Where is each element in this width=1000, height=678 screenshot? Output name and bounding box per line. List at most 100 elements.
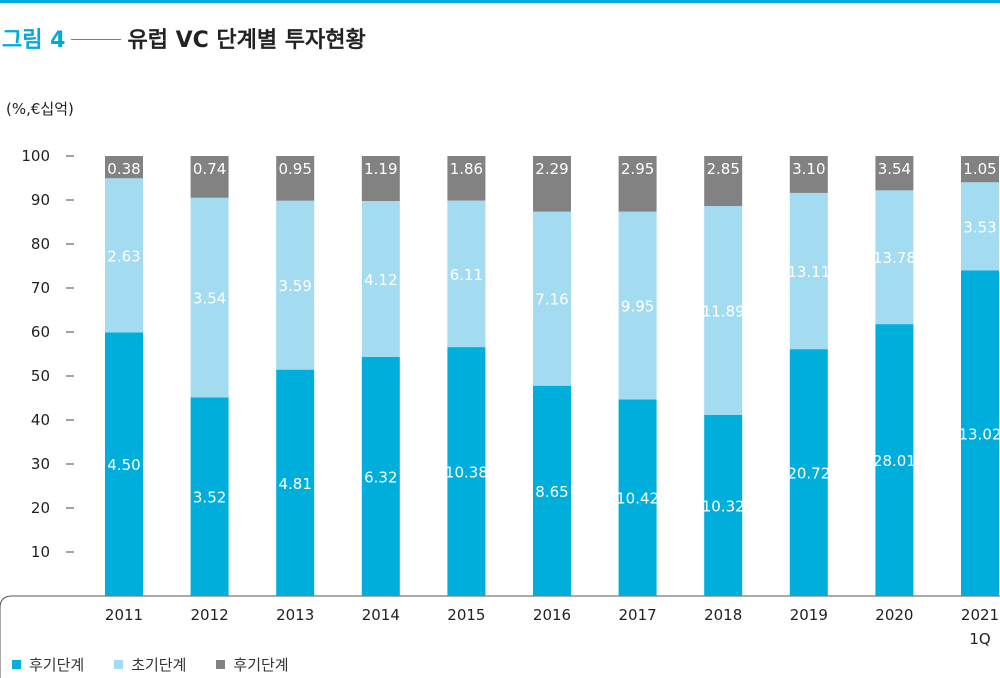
data-label: 13.02 bbox=[959, 425, 1000, 443]
y-tick-label: 20 bbox=[31, 499, 50, 517]
data-label: 9.95 bbox=[621, 298, 654, 316]
data-label: 2.63 bbox=[107, 247, 140, 265]
figure-title: 그림 4 유럽 VC 단계별 투자현황 bbox=[2, 22, 366, 54]
bar-segment bbox=[190, 397, 229, 596]
bar-segment bbox=[361, 201, 400, 357]
data-label: 2.95 bbox=[621, 160, 654, 178]
chart-legend: 후기단계 초기단계 후기단계 bbox=[12, 654, 289, 675]
data-label: 10.32 bbox=[702, 497, 745, 515]
data-label: 10.42 bbox=[616, 490, 659, 508]
bar-segment bbox=[533, 211, 571, 386]
data-label: 1.86 bbox=[450, 160, 483, 178]
legend-label: 초기단계 bbox=[131, 656, 187, 674]
y-tick-label: 50 bbox=[31, 367, 50, 385]
bar-segment bbox=[447, 347, 486, 596]
bar-segment bbox=[276, 156, 315, 201]
legend-label: 후기단계 bbox=[29, 656, 85, 674]
figure-number: 그림 4 bbox=[2, 28, 66, 53]
data-label: 10.38 bbox=[445, 464, 488, 482]
data-label: 13.11 bbox=[787, 263, 830, 281]
data-label: 20.72 bbox=[787, 465, 830, 483]
bar-segment bbox=[704, 206, 743, 415]
data-label: 0.74 bbox=[193, 160, 226, 178]
bar-segment bbox=[105, 178, 143, 333]
legend-item: 초기단계 bbox=[114, 654, 186, 675]
data-label: 2.29 bbox=[535, 160, 568, 178]
legend-label: 후기단계 bbox=[233, 656, 289, 674]
x-axis-baseline bbox=[0, 595, 1000, 678]
data-label: 0.38 bbox=[107, 160, 140, 178]
legend-item: 후기단계 bbox=[12, 654, 84, 675]
y-tick-label: 60 bbox=[31, 323, 50, 341]
bar-segment bbox=[704, 156, 743, 207]
bar-segment bbox=[789, 192, 828, 350]
data-label: 4.12 bbox=[364, 271, 397, 289]
y-tick-label: 30 bbox=[31, 455, 50, 473]
data-label: 3.53 bbox=[963, 218, 996, 236]
x-tick-label: 2017 bbox=[619, 606, 657, 624]
x-tick-label: 2013 bbox=[276, 606, 314, 624]
bar-segment bbox=[190, 197, 229, 398]
x-tick-label: 1Q bbox=[969, 630, 990, 648]
legend-swatch bbox=[114, 660, 124, 669]
data-label: 4.81 bbox=[278, 475, 311, 493]
bar-segment bbox=[190, 156, 229, 198]
data-label: 3.10 bbox=[792, 160, 825, 178]
data-label: 4.50 bbox=[107, 456, 140, 474]
bar-segment bbox=[789, 156, 828, 193]
bar-segment bbox=[875, 156, 914, 191]
x-tick-label: 2012 bbox=[191, 606, 229, 624]
data-label: 3.59 bbox=[278, 277, 311, 295]
data-label: 6.32 bbox=[364, 468, 397, 486]
x-tick-label: 2018 bbox=[704, 606, 742, 624]
bar-segment bbox=[105, 332, 143, 596]
data-label: 1.05 bbox=[963, 160, 996, 178]
x-tick-label: 2019 bbox=[790, 606, 828, 624]
bar-segment bbox=[875, 190, 914, 325]
figure-title-text: 유럽 VC 단계별 투자현황 bbox=[127, 28, 366, 53]
bar-segment bbox=[789, 349, 828, 596]
y-tick-label: 80 bbox=[31, 235, 50, 253]
x-tick-label: 2011 bbox=[105, 606, 143, 624]
y-tick-label: 40 bbox=[31, 411, 50, 429]
bar-segment bbox=[618, 211, 657, 400]
y-tick-label: 70 bbox=[31, 279, 50, 297]
bar-segment bbox=[105, 156, 143, 179]
legend-swatch bbox=[12, 660, 21, 669]
bar-segment bbox=[447, 156, 486, 201]
bar-segment bbox=[447, 200, 486, 348]
y-tick-label: 90 bbox=[31, 191, 50, 209]
bar-segment bbox=[961, 156, 999, 183]
bar-segment bbox=[533, 156, 571, 212]
title-dash bbox=[71, 38, 122, 40]
x-tick-label: 2015 bbox=[447, 606, 485, 624]
bar-segment bbox=[961, 270, 999, 596]
data-label: 2.85 bbox=[706, 160, 739, 178]
y-tick-label: 10 bbox=[31, 543, 50, 561]
bar-segment bbox=[875, 324, 914, 596]
data-label: 3.52 bbox=[193, 489, 226, 507]
bar-segment bbox=[618, 156, 657, 212]
data-label: 1.19 bbox=[364, 160, 397, 178]
data-label: 3.54 bbox=[193, 290, 226, 308]
bar-segment bbox=[533, 385, 571, 596]
data-label: 11.89 bbox=[702, 302, 745, 320]
y-tick-label: 100 bbox=[21, 147, 50, 165]
bar-segment bbox=[276, 200, 315, 370]
top-rule bbox=[0, 0, 1000, 3]
bar-segment bbox=[361, 156, 400, 202]
x-tick-label: 2020 bbox=[875, 606, 913, 624]
x-tick-label: 2021 bbox=[961, 606, 999, 624]
data-label: 0.95 bbox=[278, 160, 311, 178]
bar-segment bbox=[961, 182, 999, 271]
data-label: 13.78 bbox=[873, 249, 916, 267]
x-tick-label: 2014 bbox=[362, 606, 400, 624]
bar-segment bbox=[276, 369, 315, 596]
data-label: 3.54 bbox=[878, 160, 911, 178]
data-label: 7.16 bbox=[535, 291, 568, 309]
legend-item: 후기단계 bbox=[216, 654, 289, 675]
data-label: 8.65 bbox=[535, 483, 568, 501]
legend-swatch bbox=[216, 660, 226, 669]
data-label: 28.01 bbox=[873, 452, 916, 470]
